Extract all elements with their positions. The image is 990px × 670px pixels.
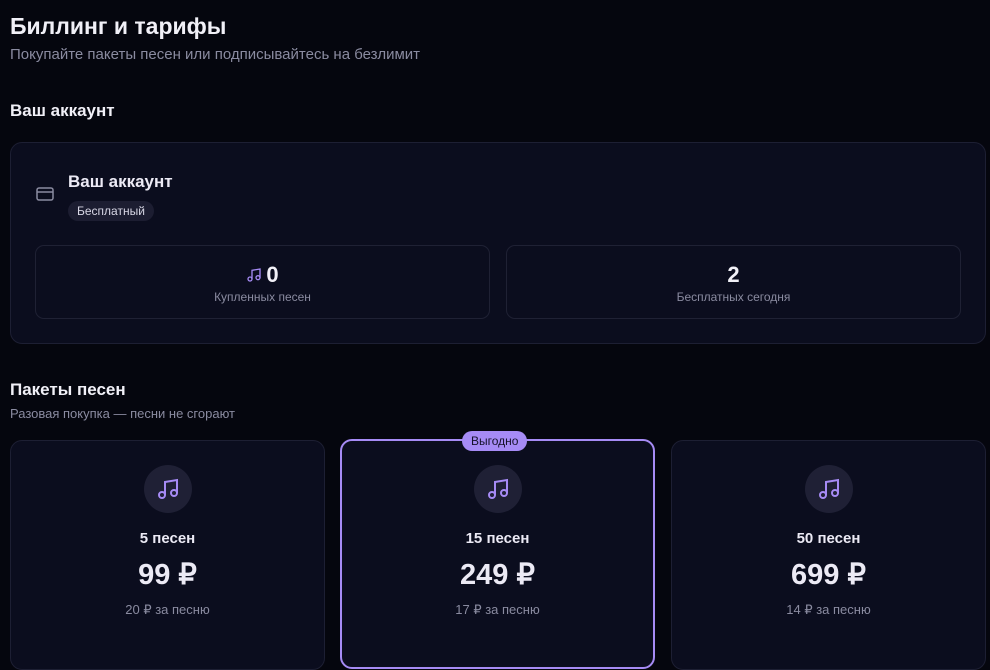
music-icon-circle <box>473 465 522 513</box>
music-note-icon <box>157 478 178 499</box>
account-card-title: Ваш аккаунт <box>68 172 173 191</box>
music-note-icon <box>487 478 508 499</box>
stat-purchased-songs: 0 Купленных песен <box>35 245 490 319</box>
package-name: 15 песен <box>465 530 530 547</box>
page-subtitle: Покупайте пакеты песен или подписывайтес… <box>10 46 421 63</box>
package-per-song: 17 ₽ за песню <box>455 602 540 617</box>
stat-free-today: 2 Бесплатных сегодня <box>506 245 961 319</box>
stat-label: Купленных песен <box>214 290 311 304</box>
plan-badge: Бесплатный <box>68 201 154 221</box>
music-note-icon <box>818 478 839 499</box>
packages-section-title: Пакеты песен <box>10 380 126 399</box>
package-name: 50 песен <box>796 530 861 547</box>
package-card-15[interactable]: 15 песен 249 ₽ 17 ₽ за песню <box>340 439 655 669</box>
music-note-icon <box>247 268 262 282</box>
account-section-title: Ваш аккаунт <box>10 101 115 120</box>
stat-value: 0 <box>266 262 279 287</box>
page-title: Биллинг и тарифы <box>10 13 227 39</box>
package-price: 699 ₽ <box>791 559 866 591</box>
best-value-badge: Выгодно <box>462 431 528 451</box>
music-icon-circle <box>804 465 853 513</box>
package-price: 99 ₽ <box>138 559 197 591</box>
package-per-song: 14 ₽ за песню <box>786 602 871 617</box>
music-icon-circle <box>143 465 192 513</box>
package-card-50[interactable]: 50 песен 699 ₽ 14 ₽ за песню <box>671 440 986 670</box>
credit-card-icon <box>36 187 54 201</box>
package-per-song: 20 ₽ за песню <box>125 602 210 617</box>
package-price: 249 ₽ <box>460 559 535 591</box>
stat-value: 2 <box>727 262 740 287</box>
packages-subtitle: Разовая покупка — песни не сгорают <box>10 406 235 421</box>
stat-label: Бесплатных сегодня <box>676 290 791 304</box>
package-name: 5 песен <box>139 530 196 547</box>
package-card-5[interactable]: 5 песен 99 ₽ 20 ₽ за песню <box>10 440 325 670</box>
